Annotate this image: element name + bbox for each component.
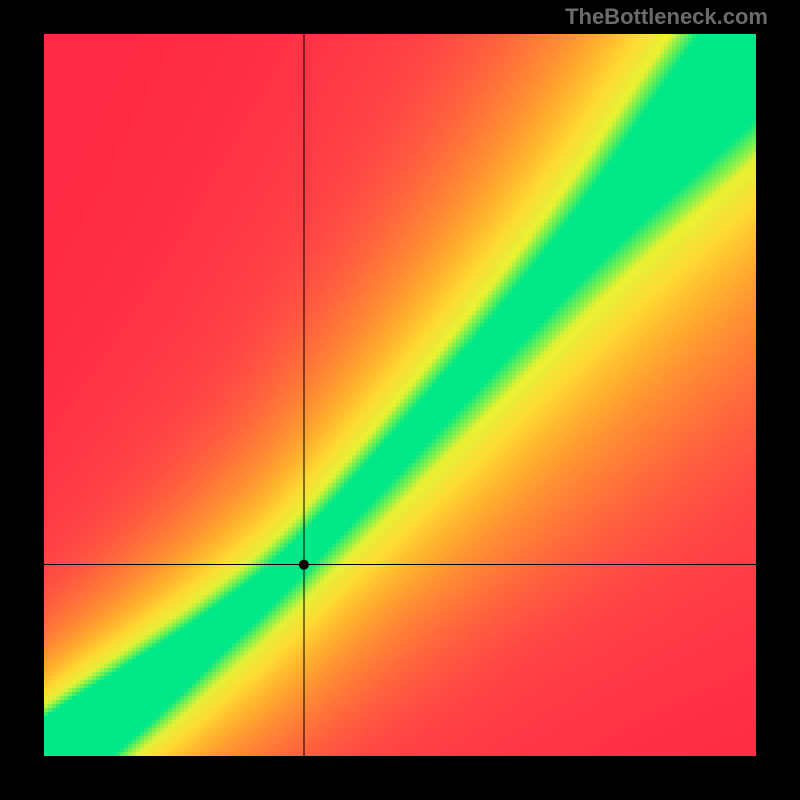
watermark-text: TheBottleneck.com: [565, 4, 768, 30]
chart-container: TheBottleneck.com: [0, 0, 800, 800]
bottleneck-heatmap: [44, 34, 756, 756]
